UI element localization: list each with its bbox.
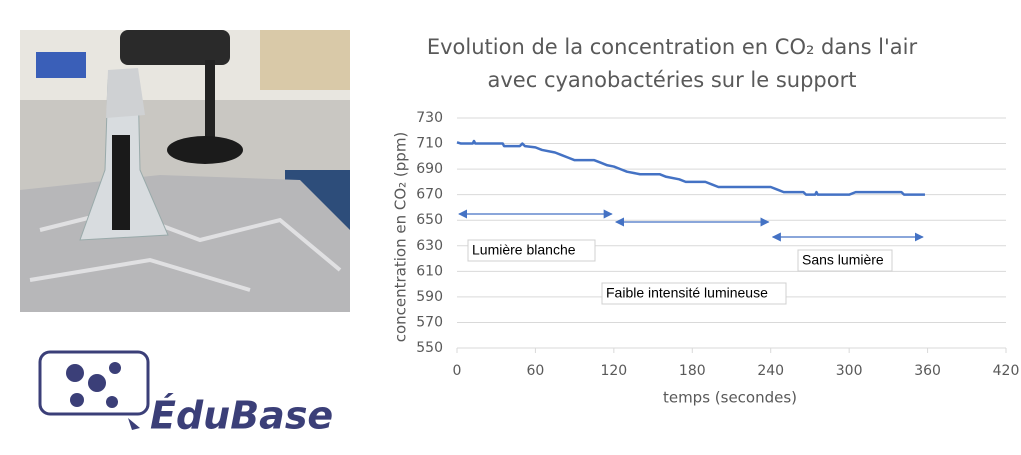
annotation-box <box>797 249 893 272</box>
y-tick-label: 690 <box>416 161 443 177</box>
y-tick-label: 550 <box>416 340 443 356</box>
annotation-box <box>601 282 787 305</box>
x-tick-label: 240 <box>757 363 784 379</box>
annotation: Sans lumière <box>802 252 884 268</box>
y-tick-label: 570 <box>416 314 443 330</box>
logo-text: ÉduBase <box>150 394 333 438</box>
data-line <box>456 139 925 196</box>
annotation: Faible intensité lumineuse <box>606 285 768 301</box>
annotation: Lumière blanche <box>472 242 576 258</box>
photo <box>20 30 350 312</box>
x-tick-label: 120 <box>600 363 627 379</box>
y-tick-label: 670 <box>416 187 443 203</box>
x-tick-label: 420 <box>993 363 1020 379</box>
y-tick-label: 650 <box>416 212 443 228</box>
x-tick-label: 360 <box>914 363 941 379</box>
y-tick-label: 710 <box>416 136 443 152</box>
x-tick-label: 180 <box>679 363 706 379</box>
x-tick-label: 300 <box>836 363 863 379</box>
chart-title: Evolution de la concentration en CO₂ dan… <box>427 35 918 59</box>
y-axis-label: concentration en CO₂ (ppm) <box>392 132 410 343</box>
annotation-box <box>467 239 596 262</box>
y-tick-label: 630 <box>416 238 443 254</box>
y-tick-label: 590 <box>416 289 443 305</box>
x-tick-label: 60 <box>527 363 545 379</box>
logo: ÉduBase <box>38 350 333 438</box>
y-tick-label: 730 <box>416 110 443 126</box>
chart-title: avec cyanobactéries sur le support <box>488 68 857 92</box>
y-tick-label: 610 <box>416 263 443 279</box>
x-tick-label: 0 <box>453 363 462 379</box>
x-axis-label: temps (secondes) <box>663 389 797 407</box>
